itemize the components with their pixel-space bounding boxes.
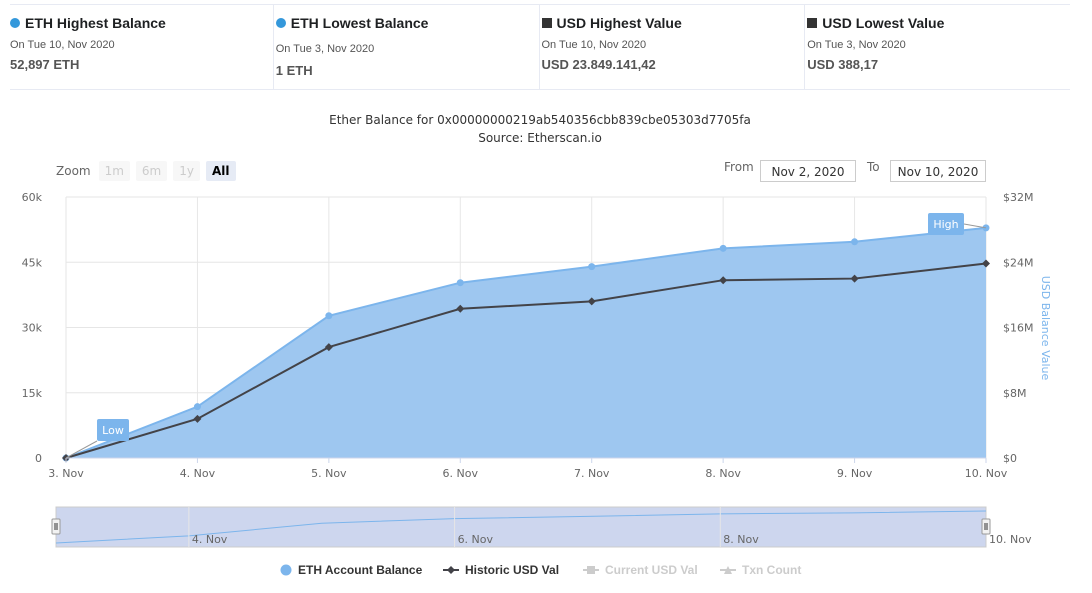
x-tick-label: 10. Nov [965,467,1008,480]
zoom-1y-button[interactable]: 1y [173,161,200,181]
eth-balance-point[interactable] [588,263,596,271]
dot-icon [275,18,286,28]
stat-date: On Tue 10, Nov 2020 [541,39,647,51]
chart-svg: 0 $0 15k $8M 30k $16M 45k $24M 60k $32M 3. Nov 4. N… [22,191,1052,548]
historic-usd-point[interactable] [587,297,596,306]
y-left-tick-label: 60k [22,191,43,204]
legend-item-eth-balance[interactable]: ETH Account Balance [280,563,422,577]
stat-date: On Tue 3, Nov 2020 [275,43,375,55]
chart-title: Ether Balance for 0x00000000219ab540356c… [329,113,751,127]
navigator-tick-label: 10. Nov [989,533,1032,546]
y-right-tick-label: $0 [1003,452,1017,465]
historic-usd-point[interactable] [324,343,333,352]
legend-label: Historic USD Val [465,563,560,577]
stat-eth-lowest: ETH Lowest Balance On Tue 3, Nov 2020 1 … [272,5,539,89]
y-left-tick-label: 15k [22,387,43,400]
stat-title: ETH Lowest Balance [290,15,429,31]
y-right-tick-label: $32M [1003,191,1034,204]
eth-balance-point[interactable] [456,279,464,287]
zoom-1m-button[interactable]: 1m [98,161,130,181]
navigator-handle-left[interactable] [51,518,61,535]
x-tick-label: 8. Nov [705,467,741,480]
stat-value: 1 ETH [275,63,313,78]
x-tick-label: 7. Nov [574,467,610,480]
range-from-label: From [724,160,754,174]
flag-high: High [928,213,987,235]
historic-usd-point[interactable] [719,276,728,285]
zoom-all-button[interactable]: All [206,161,236,181]
navigator-tick-label: 4. Nov [192,533,228,546]
circle-icon [280,564,292,576]
area-line-eth-balance [65,226,987,459]
legend-label: Txn Count [742,563,802,577]
legend-item-txn-count[interactable]: Txn Count [720,563,801,577]
y-right-tick-label: $8M [1003,387,1027,400]
flag-connector [963,223,987,229]
navigator-tick-label: 8. Nov [723,533,759,546]
navigator-series-line [55,510,987,544]
stat-title: USD Highest Value [556,15,682,31]
dot-icon [10,18,20,28]
navigator-tick-label: 6. Nov [458,533,494,546]
stat-date: On Tue 3, Nov 2020 [807,39,906,51]
y-left-tick-label: 0 [35,452,42,465]
historic-usd-point[interactable] [456,304,465,313]
y-left-tick-label: 30k [22,322,43,335]
stat-value: USD 388,17 [807,57,879,72]
stats-bar: ETH Highest Balance On Tue 10, Nov 2020 … [10,4,1070,90]
y-right-tick-label: $16M [1003,322,1034,335]
historic-usd-point[interactable] [982,259,990,268]
handle-box[interactable] [981,518,991,535]
flag-label: Low [102,424,124,437]
eth-balance-point[interactable] [193,403,201,411]
stat-usd-lowest: USD Lowest Value On Tue 3, Nov 2020 USD … [804,5,1070,89]
stat-value: 52,897 ETH [10,57,80,72]
square-line-icon [583,566,599,574]
flag-label: High [933,218,958,231]
legend-label: Current USD Val [605,563,698,577]
y-right-tick-label: $24M [1003,256,1034,269]
square-icon [807,18,818,28]
historic-usd-point[interactable] [193,414,202,423]
square-icon [541,18,552,28]
flag-box [928,213,964,235]
x-tick-label: 4. Nov [180,467,216,480]
diamond-line-icon [443,566,459,574]
x-tick-label: 9. Nov [837,467,873,480]
y-left-tick-label: 45k [22,256,43,269]
eth-balance-point[interactable] [851,238,859,246]
zoom-controls: Zoom 1m 6m 1y All [56,161,236,181]
zoom-6m-button[interactable]: 6m [135,161,168,181]
stat-value: USD 23.849.141,42 [541,57,656,72]
x-tick-label: 3. Nov [48,467,84,480]
stat-title: USD Lowest Value [822,15,945,31]
historic-usd-point[interactable] [850,274,859,283]
x-tick-label: 6. Nov [443,467,479,480]
zoom-label: Zoom [56,164,91,178]
stat-eth-highest: ETH Highest Balance On Tue 10, Nov 2020 … [10,5,273,89]
range-to-label: To [867,160,880,174]
flag-low: Low [65,419,129,459]
flag-box [97,419,129,441]
area-fill-eth-balance [66,227,986,458]
triangle-line-icon [720,566,736,574]
range-from-input[interactable]: Nov 2, 2020 [760,160,856,182]
legend: ETH Account Balance Historic USD Val Cur… [0,563,1092,581]
navigator-handle-right[interactable] [981,518,991,535]
range-to-input[interactable]: Nov 10, 2020 [890,160,986,182]
eth-balance-point[interactable] [719,244,727,252]
stat-title: ETH Highest Balance [25,15,166,31]
legend-item-current-usd[interactable]: Current USD Val [583,563,698,577]
chart-subtitle: Source: Etherscan.io [478,131,602,145]
line-historic-usd [65,262,987,459]
stat-usd-highest: USD Highest Value On Tue 10, Nov 2020 US… [538,5,805,89]
x-tick-label: 5. Nov [311,467,347,480]
flag-connector [65,440,98,459]
y-right-axis-title: USD Balance Value [1039,276,1052,381]
stat-date: On Tue 10, Nov 2020 [10,39,115,51]
legend-item-historic-usd[interactable]: Historic USD Val [443,563,559,577]
eth-balance-point[interactable] [325,312,333,320]
legend-label: ETH Account Balance [298,563,423,577]
handle-box[interactable] [51,518,61,535]
